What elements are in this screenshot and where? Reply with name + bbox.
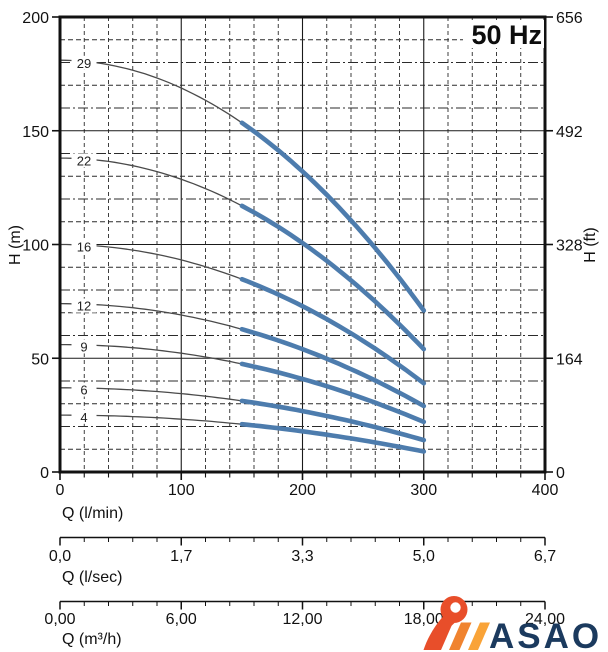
curve-label-16: 16 [77, 240, 91, 255]
y-right-tick-label: 164 [556, 351, 583, 368]
curve-16-highlight [239, 276, 427, 386]
x-tick-label: 300 [410, 482, 437, 499]
curve-9-highlight [239, 361, 427, 425]
curve-4-highlight [239, 421, 427, 454]
logo-text: ASAO [489, 617, 602, 652]
ruler-tick-label: 12,00 [282, 611, 322, 628]
curve-22-highlight [239, 203, 427, 352]
ruler-tick-label: 3,3 [291, 548, 313, 565]
ruler-tick-label: 0,00 [44, 611, 75, 628]
curve-12-highlight [239, 326, 427, 409]
curve-label-29: 29 [77, 56, 91, 71]
ruler-tick-label: 24,00 [525, 611, 565, 628]
y-right-tick-label: 492 [556, 124, 583, 141]
curve-label-bg [71, 153, 97, 168]
asao-logo: ASAO [423, 596, 602, 652]
y-right-tick-label: 328 [556, 238, 583, 255]
curve-label-bg [71, 298, 97, 313]
y-right-tick-label: 0 [556, 465, 565, 482]
curve-label-12: 12 [77, 299, 91, 314]
tick-layer [52, 16, 553, 480]
curve-label-bg [71, 55, 97, 70]
ruler-tick-label: 6,7 [534, 548, 556, 565]
curve-6-highlight [239, 398, 427, 443]
curve-label-22: 22 [77, 153, 91, 168]
ruler-tick-label: 6,00 [166, 611, 197, 628]
y-left-tick-label: 100 [22, 238, 49, 255]
curve-label-bg [71, 382, 97, 397]
x-tick-label: 0 [56, 482, 65, 499]
y-left-tick-label: 50 [31, 351, 49, 368]
ruler-tick-label: 18,00 [404, 611, 444, 628]
curve-label-bg [71, 409, 97, 424]
y-right-tick-label: 656 [556, 10, 583, 27]
y-left-tick-label: 0 [40, 465, 49, 482]
curve-label-6: 6 [80, 383, 87, 398]
y-left-tick-label: 200 [22, 10, 49, 27]
ruler-tick-label: 5,0 [413, 548, 435, 565]
y-left-tick-label: 150 [22, 124, 49, 141]
frequency-label: 50 Hz [471, 20, 542, 50]
y-left-axis-title: H (m) [7, 225, 24, 265]
logo-droplet-tail-icon [423, 616, 455, 650]
curve-label-bg [71, 339, 97, 354]
ruler-tick-label: 1,7 [170, 548, 192, 565]
curve-label-4: 4 [80, 410, 87, 425]
curve-labels-layer: 29 22 16 12 9 6 4 [71, 55, 97, 425]
curves-layer [59, 59, 427, 454]
y-right-axis-title: H (ft) [582, 227, 599, 263]
grid-layer [60, 17, 545, 472]
curve-29-highlight [239, 120, 427, 313]
x-axis3-title: Q (m³/h) [62, 631, 122, 648]
x-axis-title: Q (l/min) [62, 505, 123, 522]
x-axis2-title: Q (l/sec) [62, 569, 122, 586]
curve-label-9: 9 [80, 339, 87, 354]
curve-label-bg [71, 239, 97, 254]
logo-stripe-2-icon [449, 622, 472, 650]
x-tick-label: 100 [168, 482, 195, 499]
logo-droplet-hole [450, 602, 461, 613]
x-tick-label: 400 [532, 482, 559, 499]
secondary-axes-layer: 0,0 1,7 3,3 5,0 6,7 0,00 6,00 12,00 18,00 24,00 [44, 536, 565, 628]
logo-stripe-3-icon [468, 622, 490, 650]
x-tick-label: 200 [289, 482, 316, 499]
frequency-label-bg [463, 20, 544, 48]
ruler-tick-label: 0,0 [49, 548, 71, 565]
